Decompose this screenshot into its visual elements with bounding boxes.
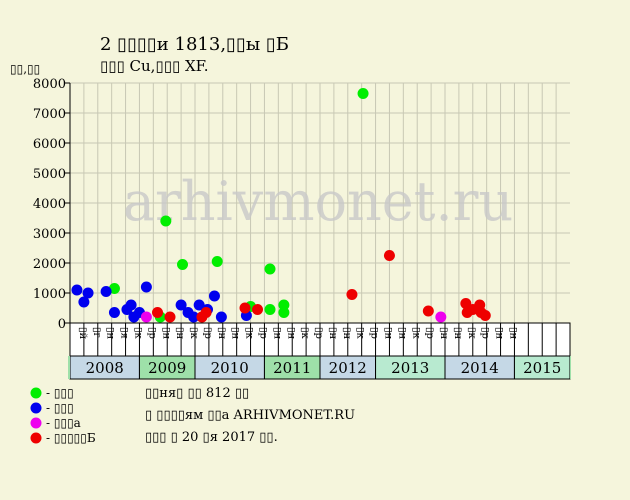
note-line: ▯ ▯▯▯▯ям ▯▯а ARHIVMONET.RU: [145, 408, 356, 423]
data-point: [211, 256, 223, 267]
chart-subtitle: ▯▯▯ Cu,▯▯▯ XF.: [100, 57, 209, 75]
month-label: ▯н: [285, 327, 296, 340]
month-label: ▯к: [299, 327, 310, 340]
y-tick-label: 3000: [33, 227, 66, 242]
year-label: 2010: [211, 359, 249, 377]
data-point: [200, 307, 212, 318]
y-tick-label: 6000: [33, 137, 66, 152]
data-point: [108, 307, 120, 318]
year-label: 2011: [273, 359, 311, 377]
data-point: [175, 299, 187, 311]
month-label: ▯р: [369, 327, 380, 339]
year-label: 2012: [329, 359, 367, 377]
data-point: [160, 215, 172, 227]
legend-marker: [30, 387, 42, 399]
data-point: [357, 88, 369, 99]
data-point: [383, 250, 395, 261]
data-point: [208, 290, 220, 302]
data-point: [435, 311, 447, 323]
data-point: [140, 311, 152, 323]
month-label: ▯к: [466, 327, 477, 340]
legend-label: - ▯▯▯▯▯Б: [46, 431, 96, 445]
data-point: [125, 299, 137, 311]
month-label: ▯й: [77, 327, 88, 340]
data-point: [140, 281, 152, 293]
watermark: arhivmonet.ru: [123, 170, 513, 233]
data-point: [479, 310, 491, 321]
month-label: ▯р: [424, 327, 435, 339]
data-point: [71, 284, 83, 296]
month-label: ▯н: [271, 327, 282, 340]
y-tick-label: 4000: [33, 197, 66, 212]
legend-marker: [30, 432, 42, 444]
month-label: ▯р: [480, 327, 491, 339]
legend-label: - ▯▯▯: [46, 386, 74, 400]
data-point: [78, 296, 90, 308]
data-point: [252, 304, 263, 315]
year-label: 2014: [461, 359, 499, 377]
month-label: ▯н: [327, 327, 338, 340]
year-label: 2015: [523, 359, 561, 377]
y-tick-label: 1000: [33, 287, 66, 302]
data-point: [82, 287, 94, 299]
month-label: ▯р: [202, 327, 213, 339]
legend-marker: [30, 417, 42, 429]
month-label: ▯к: [355, 327, 366, 340]
month-label: ▯н: [174, 327, 185, 340]
data-point: [177, 259, 188, 270]
year-band-edge-right: [570, 356, 571, 379]
month-label: ▯р: [258, 327, 269, 339]
data-point: [278, 307, 290, 318]
month-label: ▯к: [410, 327, 421, 340]
month-label: ▯н: [216, 327, 227, 340]
data-point: [264, 304, 276, 315]
legend-label: - ▯▯▯а: [46, 416, 81, 430]
data-point: [164, 311, 176, 323]
legend-label: - ▯▯▯: [46, 401, 74, 415]
month-label: ▯н: [341, 327, 352, 340]
month-label: ▯н: [230, 327, 241, 340]
month-label: ▯я: [119, 327, 130, 339]
notes: ▯▯ня▯ ▯▯ 812 ▯▯ ▯ ▯▯▯▯ям ▯▯а ARHIVMONET.…: [145, 383, 355, 449]
data-point: [422, 305, 434, 317]
data-point: [239, 302, 251, 314]
data-point: [215, 311, 227, 323]
data-point: [152, 307, 163, 318]
data-point: [264, 263, 276, 275]
y-tick-label: 7000: [33, 107, 66, 122]
year-label: 2009: [148, 359, 186, 377]
y-tick-label: 2000: [33, 257, 66, 272]
year-label: 2008: [86, 359, 124, 377]
note-line: ▯▯▯ ▯ 20 ▯я 2017 ▯▯.: [145, 430, 278, 445]
month-label: ▯к: [188, 327, 199, 340]
month-label: ▯к: [244, 327, 255, 340]
month-label: ▯н: [508, 327, 519, 340]
legend-marker: [30, 402, 42, 414]
month-label: ▯н: [452, 327, 463, 340]
data-point: [346, 289, 358, 300]
year-label: 2013: [391, 359, 429, 377]
month-label: ▯н: [494, 327, 505, 340]
month-label: ▯к: [133, 327, 144, 340]
month-label: ▯н: [383, 327, 394, 340]
month-label: ▯г: [91, 327, 102, 338]
data-point: [188, 311, 200, 323]
data-point: [100, 286, 112, 297]
month-label: ▯р: [313, 327, 324, 339]
y-tick-label: 8000: [33, 77, 66, 92]
y-axis-label: ▯▯,▯▯: [10, 62, 41, 76]
month-label: ▯н: [160, 327, 171, 340]
year-band-edge-left: [68, 356, 70, 379]
month-label: ▯н: [438, 327, 449, 340]
y-tick-label: 5000: [33, 167, 66, 182]
data-point: [193, 299, 205, 311]
month-label: ▯н: [396, 327, 407, 340]
note-line: ▯▯ня▯ ▯▯ 812 ▯▯: [145, 386, 250, 401]
y-tick-label: 0: [58, 317, 66, 332]
chart-title: 2 ▯▯▯▯и 1813,▯▯ы ▯Б: [100, 34, 290, 55]
data-point: [108, 283, 120, 294]
month-label: ▯р: [146, 327, 157, 339]
month-label: ▯н: [105, 327, 116, 340]
